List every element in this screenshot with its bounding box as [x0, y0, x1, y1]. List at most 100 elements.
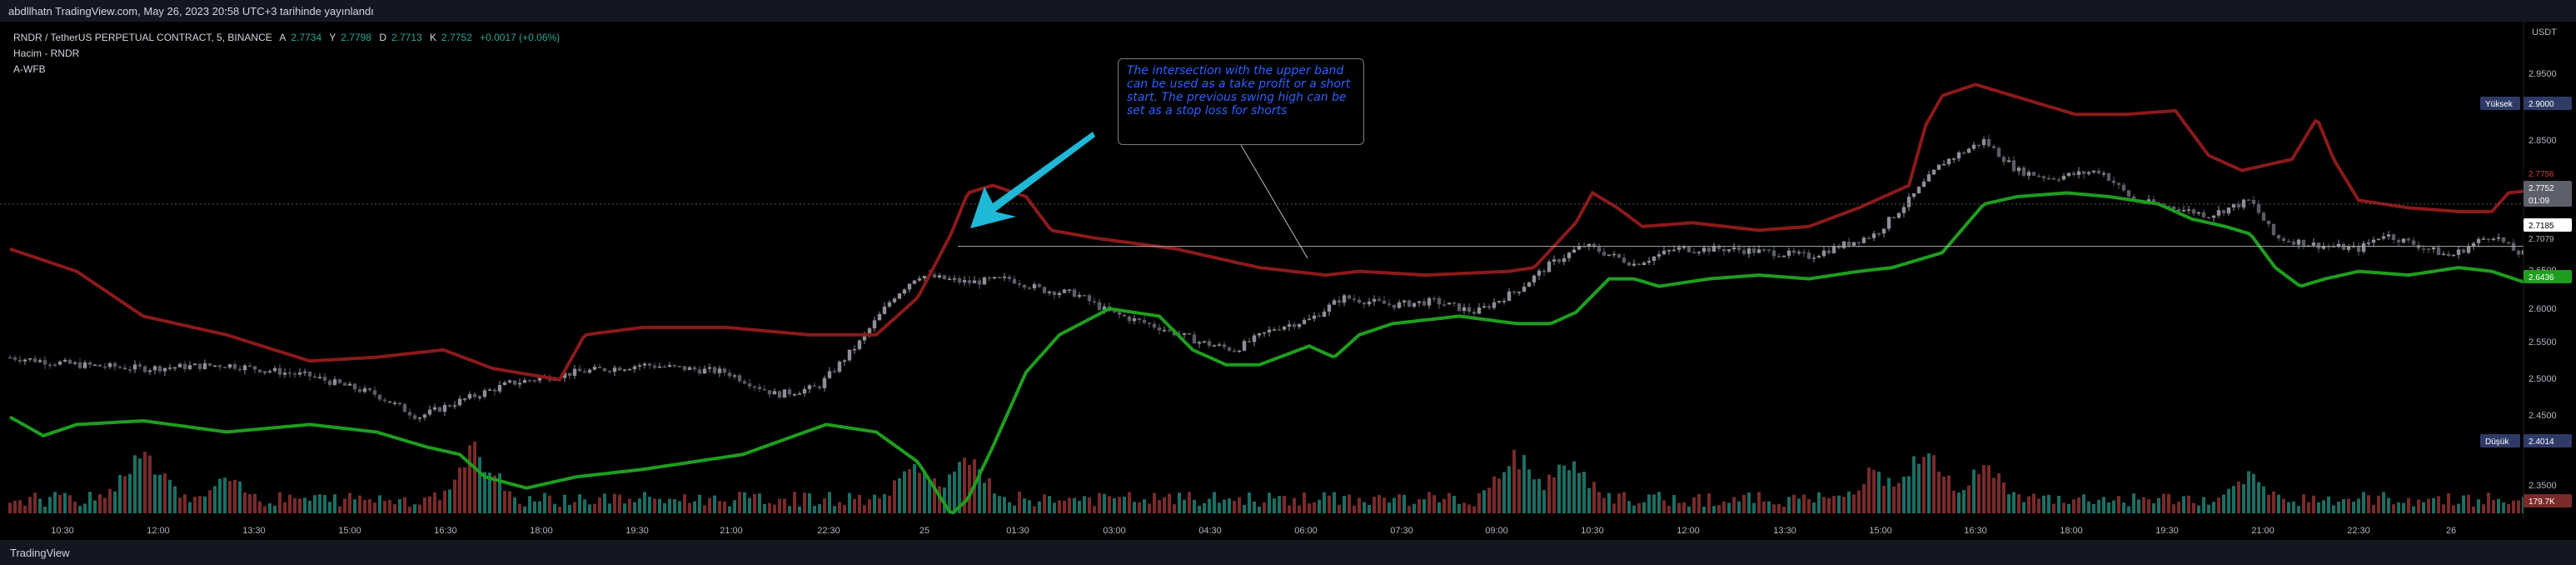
candle-body — [2216, 210, 2221, 216]
arrow-drawing — [970, 132, 1095, 228]
candle-body — [1876, 233, 1881, 235]
candle-body — [2341, 243, 2346, 250]
candle-body — [1062, 289, 1067, 293]
volume-bar — [953, 471, 956, 513]
candle-body — [2086, 172, 2091, 174]
candle-body — [1342, 295, 1347, 303]
candle-body — [132, 364, 137, 370]
volume-bar — [2292, 501, 2295, 513]
volume-bar — [1837, 495, 1841, 513]
x-tick-label: 12:00 — [1677, 526, 1700, 536]
candle-body — [2506, 242, 2511, 244]
volume-bar — [353, 499, 356, 513]
badge-label: Düşük — [2485, 438, 2509, 447]
volume-bar — [1717, 505, 1721, 513]
candle-body — [937, 275, 942, 278]
candle-body — [1781, 255, 1786, 258]
volume-bar — [1138, 502, 1141, 513]
candle-body — [1047, 291, 1052, 293]
x-tick-label: 13:30 — [1773, 526, 1796, 536]
candle-body — [2441, 253, 2446, 256]
candle-body — [2286, 241, 2291, 242]
volume-bar — [2347, 498, 2350, 513]
volume-bar — [143, 452, 147, 513]
candle-body — [2496, 237, 2501, 239]
candle-body — [1267, 329, 1272, 332]
volume-bar — [2297, 506, 2300, 513]
candle-body — [717, 368, 722, 373]
candle-body — [2076, 171, 2081, 175]
volume-bar — [618, 494, 621, 513]
volume-bar — [1093, 506, 1096, 513]
volume-bar — [423, 498, 426, 513]
volume-bar — [2057, 495, 2060, 513]
annotation-callout[interactable]: The intersection with the upper band can… — [1118, 58, 1364, 145]
candle-body — [1911, 192, 1916, 198]
candle-body — [1022, 284, 1027, 288]
candle-body — [1522, 287, 1527, 292]
candle-body — [942, 275, 947, 280]
volume-bar — [1268, 492, 1271, 513]
volume-bar — [233, 479, 237, 513]
candle-body — [602, 368, 607, 372]
volume-bar — [543, 492, 546, 513]
candle-body — [1562, 258, 1567, 262]
price-badge-value: 2.4014 — [2529, 438, 2554, 447]
low-label: D — [379, 32, 386, 43]
candle-body — [1202, 341, 1207, 342]
volume-bar — [2037, 498, 2040, 513]
volume-bar — [988, 478, 991, 513]
volume-bar — [78, 505, 82, 513]
candle-body — [1637, 263, 1642, 266]
volume-bar — [1083, 496, 1086, 513]
volume-legend[interactable]: Hacim - RNDR — [13, 48, 80, 59]
volume-bar — [933, 478, 936, 513]
volume-bar — [1462, 502, 1466, 513]
candle-body — [312, 376, 317, 378]
volume-bar — [1497, 478, 1501, 513]
candle-body — [587, 369, 592, 373]
candle-body — [1242, 341, 1247, 351]
volume-bar — [1223, 499, 1226, 513]
volume-bar — [1577, 472, 1581, 513]
volume-bar — [2047, 494, 2050, 513]
volume-bar — [1967, 485, 1971, 513]
volume-bar — [798, 506, 801, 513]
volume-bar — [2102, 497, 2105, 513]
x-tick-label: 10:30 — [51, 526, 74, 536]
candle-body — [92, 364, 97, 367]
volume-bar — [138, 458, 142, 513]
volume-bar — [2372, 504, 2375, 513]
candle-body — [1182, 332, 1187, 335]
candle-body — [62, 359, 67, 362]
volume-bar — [688, 502, 691, 513]
candle-body — [1667, 250, 1672, 252]
candle-body — [322, 377, 327, 381]
volume-bar — [998, 496, 1001, 513]
callout-pointer — [1240, 144, 1308, 259]
volume-bar — [408, 506, 411, 513]
candle-body — [892, 298, 897, 302]
volume-bar — [383, 500, 386, 513]
volume-bar — [528, 496, 531, 513]
indicator-legend[interactable]: A-WFB — [13, 63, 46, 75]
volume-bar — [48, 497, 52, 513]
volume-bar — [158, 474, 162, 513]
tradingview-logo[interactable]: TradingView — [10, 547, 70, 559]
candle-body — [1951, 158, 1956, 160]
chart-canvas[interactable]: USDT2.95002.85002.75002.65002.60002.5500… — [0, 22, 2576, 540]
candle-body — [977, 280, 982, 285]
volume-bar — [2417, 499, 2420, 513]
candle-body — [1726, 249, 1731, 252]
volume-bar — [2247, 471, 2250, 513]
volume-bar — [1807, 498, 1811, 513]
volume-bar — [1737, 501, 1741, 513]
candle-body — [472, 393, 477, 398]
candle-body — [2191, 209, 2196, 214]
candle-body — [1487, 306, 1492, 308]
candle-body — [762, 388, 767, 391]
volume-bar — [503, 490, 506, 513]
volume-bar — [943, 487, 946, 513]
volume-bar — [2387, 498, 2390, 513]
candle-body — [262, 371, 267, 373]
